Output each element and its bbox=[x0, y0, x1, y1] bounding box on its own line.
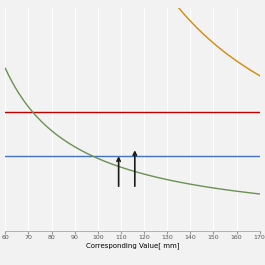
X-axis label: Corresponding Value[ mm]: Corresponding Value[ mm] bbox=[86, 242, 179, 249]
